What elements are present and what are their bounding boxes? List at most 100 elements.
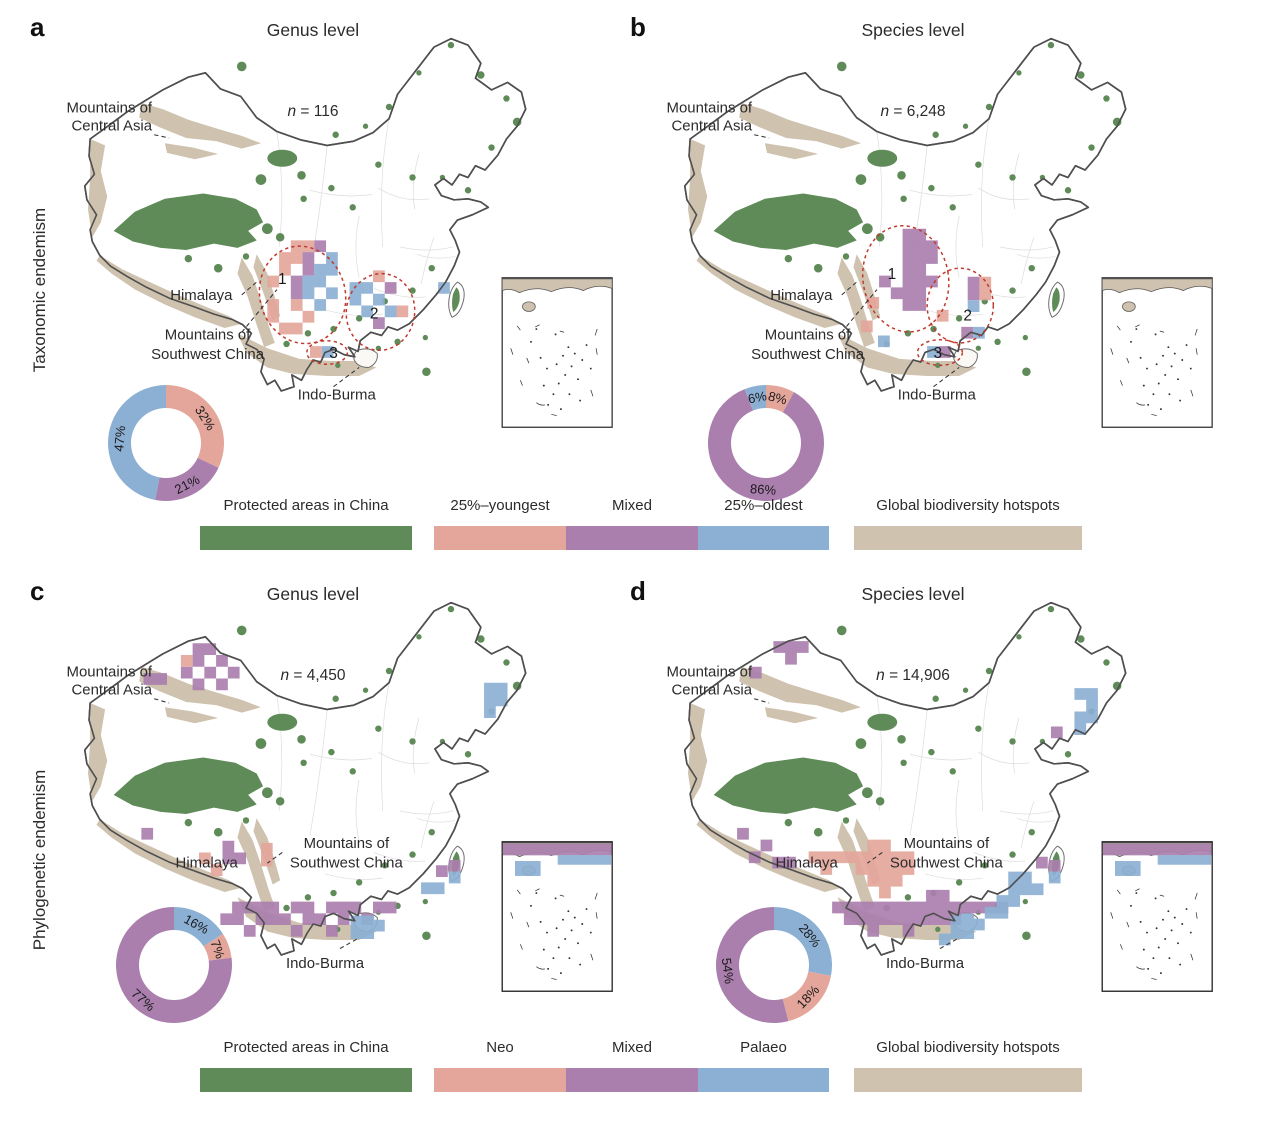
region-number-3: 3 xyxy=(329,345,338,362)
grid-cells-youngest xyxy=(267,240,409,358)
leader-lines xyxy=(754,134,960,388)
legend-swatch-25-oldest xyxy=(698,526,829,550)
label-himalaya: Himalaya xyxy=(170,287,233,304)
panel-c: c Genus level n = 4,450 Mountains of Cen… xyxy=(28,570,628,1130)
china-map-panel-b: 1 2 3 Mountains of Central Asia Himalaya… xyxy=(667,37,1224,455)
panel-d: d Species level n = 14,906 Mountains of … xyxy=(628,570,1228,1130)
donut-percentage-label: 8% xyxy=(767,388,789,407)
legend-label-25-youngest: 25%–youngest xyxy=(450,497,550,514)
region-number-2: 2 xyxy=(963,307,972,324)
grid-cells-mixed xyxy=(879,228,980,358)
china-map-panel-d: Mountains of Central Asia Himalaya Mount… xyxy=(667,601,1224,1019)
label-mountains-central-asia: Mountains of xyxy=(67,99,153,116)
donut-slice-Mixed xyxy=(155,457,219,501)
china-map-panel-a: 1 2 3 Mountains of Central Asia Himalaya… xyxy=(67,37,624,455)
label-mountains-southwest-china: Mountains of xyxy=(765,327,851,344)
label-mountains-southwest-china: Mountains of xyxy=(304,835,390,852)
label-indo-burma: Indo-Burma xyxy=(286,955,365,972)
legend-swatch-mixed xyxy=(566,526,698,550)
grid-cells-oldest xyxy=(878,300,985,358)
region-number-2: 2 xyxy=(370,305,379,322)
sample-size: n = 14,906 xyxy=(876,667,950,684)
grid-cells-oldest xyxy=(302,252,450,358)
leader-lines xyxy=(754,698,960,950)
candidate-regions: 1 2 3 xyxy=(258,245,416,366)
donut-percentage-label: 7% xyxy=(208,938,229,961)
china-base-map xyxy=(685,39,1212,428)
donut-slice-Mixed xyxy=(116,907,232,1023)
svg-text:Southwest China: Southwest China xyxy=(890,854,1004,871)
donut-slice-25%-youngest xyxy=(166,385,224,468)
legend-label-protected-areas: Protected areas in China xyxy=(223,1039,389,1056)
label-indo-burma: Indo-Burma xyxy=(898,386,977,403)
label-himalaya: Himalaya xyxy=(770,287,833,304)
panel-title: Species level xyxy=(861,20,965,40)
inset-overlay xyxy=(1101,841,1213,992)
legend-label-hotspots: Global biodiversity hotspots xyxy=(876,1039,1060,1056)
donut-slice-Neo xyxy=(203,933,232,961)
legend-swatch-protected-areas xyxy=(200,1068,412,1092)
leader-lines xyxy=(154,698,360,950)
inset-overlay xyxy=(501,841,613,992)
donut-slice-Mixed xyxy=(708,389,824,501)
china-map-panel-c: Mountains of Central Asia Himalaya Mount… xyxy=(67,601,624,1019)
sample-size: n = 116 xyxy=(287,103,339,120)
leader-lines xyxy=(154,134,360,388)
label-himalaya: Himalaya xyxy=(776,854,839,871)
donut-percentage-label: 54% xyxy=(719,957,737,985)
legend-swatch-neo xyxy=(434,1068,566,1092)
panel-letter: a xyxy=(30,12,45,42)
region-number-3: 3 xyxy=(934,345,943,362)
grid-cells-neo xyxy=(180,654,273,876)
map-labels: Mountains of Central Asia Himalaya Mount… xyxy=(667,663,1004,971)
legend-swatch-hotspots xyxy=(854,526,1082,550)
map-labels: Mountains of Central Asia Himalaya Mount… xyxy=(667,99,977,403)
grid-cells-palaeo xyxy=(350,682,508,939)
legend-taxonomic: Protected areas in China 25%–youngest Mi… xyxy=(0,497,1267,555)
legend-swatch-mixed xyxy=(566,1068,698,1092)
donut-slice-25%-oldest xyxy=(744,385,766,411)
map-labels: Mountains of Central Asia Himalaya Mount… xyxy=(67,99,377,403)
legend-swatch-25-youngest xyxy=(434,526,566,550)
legend-label-mixed: Mixed xyxy=(611,1039,652,1056)
label-mountains-central-asia: Mountains of xyxy=(67,663,153,680)
svg-text:Central Asia: Central Asia xyxy=(72,117,153,134)
panel-b: b Species level n = 6,248 1 2 3 Mountain… xyxy=(628,6,1228,566)
legend-swatch-protected-areas xyxy=(200,526,412,550)
donut-slice-25%-youngest xyxy=(766,385,794,413)
sample-size: n = 4,450 xyxy=(280,667,346,684)
legend-label-neo: Neo xyxy=(486,1039,514,1056)
grid-cells-neo xyxy=(808,839,915,899)
donut-percentage-label: 47% xyxy=(111,425,128,453)
china-base-map xyxy=(85,39,612,428)
panel-title: Genus level xyxy=(266,584,360,604)
label-indo-burma: Indo-Burma xyxy=(298,386,377,403)
sample-size: n = 6,248 xyxy=(880,103,946,120)
legend-label-mixed: Mixed xyxy=(611,497,652,514)
panel-letter: d xyxy=(630,576,646,606)
legend-label-25-oldest: 25%–oldest xyxy=(724,497,803,514)
donut-chart-d: 28%18%54% xyxy=(716,907,832,1023)
legend-label-protected-areas: Protected areas in China xyxy=(223,497,389,514)
donut-slice-Mixed xyxy=(716,907,789,1023)
donut-chart-a: 32%21%47% xyxy=(108,385,224,501)
label-himalaya: Himalaya xyxy=(176,854,239,871)
donut-slice-25%-oldest xyxy=(108,385,166,500)
label-mountains-southwest-china: Mountains of xyxy=(165,327,251,344)
donut-chart-b: 8% 86% 6% xyxy=(708,385,824,501)
svg-text:Southwest China: Southwest China xyxy=(290,854,404,871)
donut-slice-Palaeo xyxy=(174,907,223,947)
svg-text:Central Asia: Central Asia xyxy=(672,681,753,698)
donut-chart-c: 16%7%77% xyxy=(116,907,232,1023)
donut-percentage-label: 6% xyxy=(747,388,769,406)
svg-text:Southwest China: Southwest China xyxy=(151,346,265,363)
donut-slice-Neo xyxy=(782,971,831,1022)
candidate-regions: 1 2 3 xyxy=(861,225,995,367)
label-mountains-southwest-china: Mountains of xyxy=(904,835,990,852)
label-mountains-central-asia: Mountains of xyxy=(667,663,753,680)
legend-phylogenetic: Protected areas in China Neo Mixed Palae… xyxy=(0,1039,1267,1097)
panel-letter: b xyxy=(630,12,646,42)
label-mountains-central-asia: Mountains of xyxy=(667,99,753,116)
legend-label-hotspots: Global biodiversity hotspots xyxy=(876,497,1060,514)
region-number-1: 1 xyxy=(278,271,287,288)
